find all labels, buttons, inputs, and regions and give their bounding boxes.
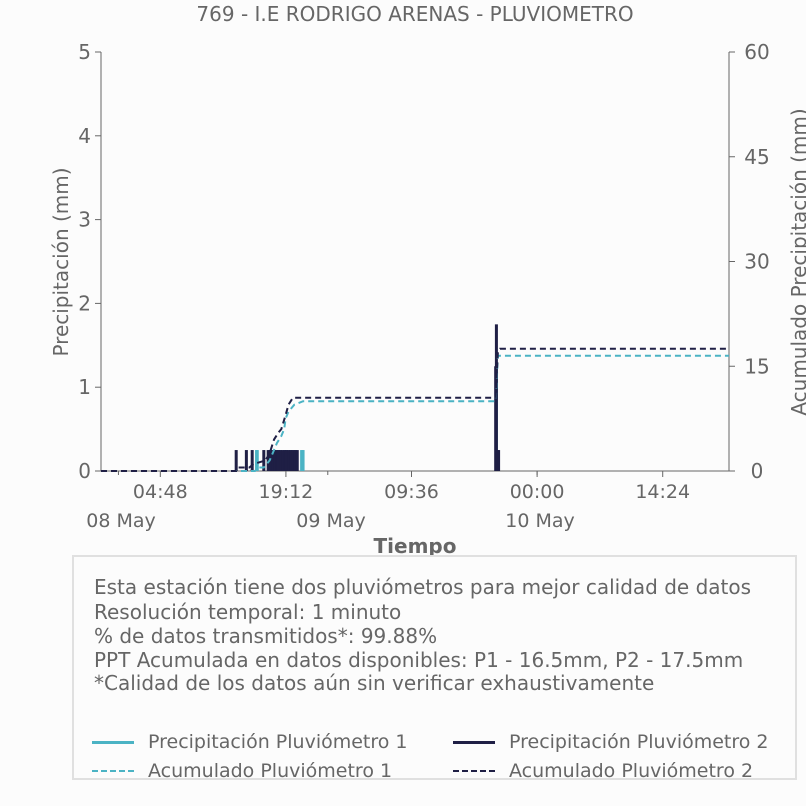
y-tick-label-left: 2	[78, 291, 91, 315]
y-axis-label-right: Acumulado Precipitación (mm)	[787, 108, 806, 415]
legend-label-p1: Precipitación Pluviómetro 1	[148, 731, 408, 753]
bar-p2	[244, 450, 248, 471]
y-tick-label-right: 0	[751, 459, 764, 483]
bar-p2	[497, 450, 501, 471]
y-tick-label-left: 4	[78, 124, 91, 148]
x-tick-label: 09:36	[384, 481, 439, 503]
x-date-label: 10 May	[505, 510, 575, 532]
legend-swatch-acc1	[92, 770, 134, 772]
bar-p2	[273, 450, 277, 471]
rainfall-chart: 769 - I.E RODRIGO ARENAS - PLUVIOMETRO 0…	[49, 2, 806, 558]
bar-p2	[289, 450, 293, 471]
x-date-label: 08 May	[86, 510, 156, 532]
info-line-resolution: Resolución temporal: 1 minuto	[94, 600, 402, 624]
legend-swatch-p2	[453, 741, 495, 744]
bar-p2	[250, 450, 254, 471]
bar-p2	[279, 450, 283, 471]
x-tick-label: 14:24	[635, 481, 690, 503]
bar-p2	[234, 450, 238, 471]
y-axis-label-left: Precipitación (mm)	[49, 167, 73, 356]
y-tick-label-left: 3	[78, 208, 91, 232]
bar-p2	[281, 450, 285, 471]
bar-p2	[262, 450, 266, 471]
legend-swatch-p1	[92, 741, 134, 744]
x-tick-label: 04:48	[133, 481, 188, 503]
info-line-quality: *Calidad de los datos aún sin verificar …	[94, 671, 655, 695]
bar-p2	[276, 450, 280, 471]
bar-p1	[255, 450, 259, 471]
bar-p1	[301, 450, 305, 471]
y-tick-label-right: 45	[744, 145, 769, 169]
accumulated-line-p2	[101, 347, 729, 472]
bar-p2	[287, 450, 291, 471]
legend-swatch-acc2	[453, 770, 495, 772]
bar-p2	[295, 450, 299, 471]
bar-p2	[284, 450, 288, 471]
x-axis-label: Tiempo	[374, 534, 457, 558]
info-line-transmitted: % de datos transmitidos*: 99.88%	[94, 624, 438, 648]
y-tick-label-left: 1	[78, 375, 91, 399]
legend-label-acc2: Acumulado Pluviómetro 2	[509, 760, 754, 782]
bar-p2	[293, 450, 297, 471]
info-panel: Esta estación tiene dos pluviómetros par…	[72, 555, 797, 782]
info-line-stations: Esta estación tiene dos pluviómetros par…	[94, 575, 752, 599]
y-tick-label-left: 0	[78, 459, 91, 483]
chart-title: 769 - I.E RODRIGO ARENAS - PLUVIOMETRO	[196, 2, 633, 26]
bar-p2	[291, 450, 295, 471]
y-tick-label-left: 5	[78, 40, 91, 64]
legend-label-p2: Precipitación Pluviómetro 2	[509, 731, 769, 753]
bar-p2	[266, 450, 270, 471]
info-line-accumulated: PPT Acumulada en datos disponibles: P1 -…	[94, 648, 744, 672]
bar-p2	[271, 450, 275, 471]
x-tick-label: 19:12	[259, 481, 314, 503]
accumulated-line-p1	[101, 354, 729, 472]
y-tick-label-right: 30	[744, 250, 769, 274]
x-tick-label: 00:00	[510, 481, 565, 503]
legend-label-acc1: Acumulado Pluviómetro 1	[148, 760, 393, 782]
y-tick-label-right: 60	[744, 40, 769, 64]
x-date-label: 09 May	[296, 510, 366, 532]
y-tick-label-right: 15	[744, 354, 769, 378]
